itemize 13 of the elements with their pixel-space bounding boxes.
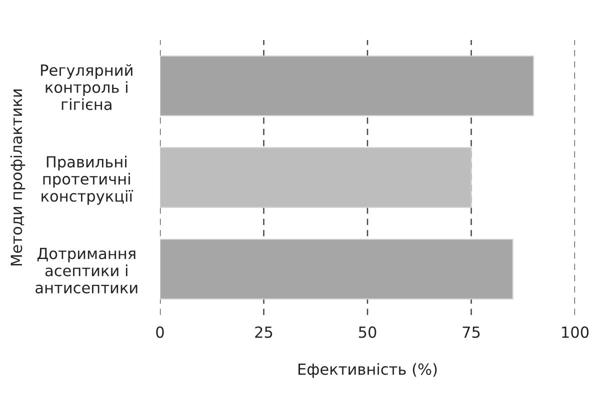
y-tick-label: Дотримання асептики і антисептики — [36, 248, 138, 294]
x-tick-label: 75 — [462, 326, 480, 338]
bar — [160, 55, 534, 116]
x-tick-label: 50 — [358, 326, 376, 338]
y-tick-label: Регулярний контроль і гігієна — [41, 64, 132, 110]
x-tick-label: 25 — [255, 326, 272, 338]
x-tick-label: 100 — [562, 326, 589, 338]
y-tick-label: Правильні протетичні конструкції — [42, 156, 134, 205]
bar — [160, 147, 472, 208]
bar — [160, 238, 514, 300]
y-axis-title: Методи профілактики — [10, 89, 26, 266]
x-axis-title: Ефективність (%) — [298, 363, 437, 378]
x-tick-label: 0 — [156, 326, 164, 338]
